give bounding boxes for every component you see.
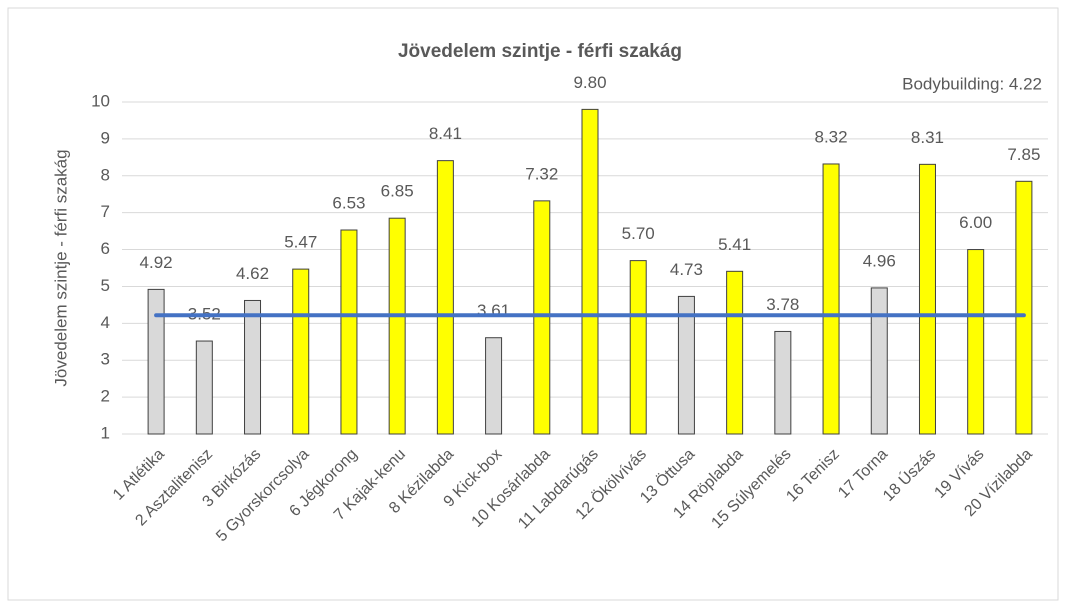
y-axis-title: Jövedelem szintje - férfi szakág bbox=[51, 149, 70, 386]
bar bbox=[581, 108, 599, 435]
y-tick-label: 6 bbox=[101, 239, 110, 258]
value-label: 5.47 bbox=[284, 233, 317, 252]
bar bbox=[677, 295, 695, 435]
bar bbox=[388, 217, 406, 435]
value-label: 8.31 bbox=[911, 128, 944, 147]
value-label: 3.78 bbox=[766, 295, 799, 314]
y-tick-label: 9 bbox=[101, 128, 110, 147]
value-label: 7.32 bbox=[525, 164, 558, 183]
value-label: 4.92 bbox=[140, 253, 173, 272]
value-label: 4.73 bbox=[670, 260, 703, 279]
bar bbox=[918, 163, 936, 435]
bar bbox=[195, 340, 213, 435]
value-label: 6.00 bbox=[959, 213, 992, 232]
y-tick-label: 2 bbox=[101, 387, 110, 406]
bar bbox=[244, 299, 262, 435]
value-label: 7.85 bbox=[1007, 145, 1040, 164]
value-label: 4.96 bbox=[863, 251, 896, 270]
bar bbox=[485, 337, 503, 435]
bar bbox=[292, 268, 310, 435]
y-tick-label: 10 bbox=[91, 91, 110, 110]
value-label: 5.41 bbox=[718, 235, 751, 254]
bar bbox=[967, 249, 985, 435]
y-tick-label: 4 bbox=[101, 313, 110, 332]
y-tick-label: 8 bbox=[101, 165, 110, 184]
value-label: 8.41 bbox=[429, 124, 462, 143]
value-label: 8.32 bbox=[815, 127, 848, 146]
bar bbox=[1015, 180, 1033, 435]
bar bbox=[822, 163, 840, 435]
value-label: 3.61 bbox=[477, 301, 510, 320]
chart-title: Jövedelem szintje - férfi szakág bbox=[398, 41, 682, 62]
y-tick-label: 5 bbox=[101, 276, 110, 295]
y-tick-label: 1 bbox=[101, 423, 110, 442]
y-tick-label: 7 bbox=[101, 202, 110, 221]
value-label: 6.85 bbox=[381, 182, 414, 201]
bar bbox=[629, 260, 647, 435]
bar bbox=[774, 330, 792, 435]
value-label: 9.80 bbox=[573, 73, 606, 92]
bar bbox=[147, 288, 165, 435]
annotation: Bodybuilding: 4.22 bbox=[902, 74, 1042, 93]
value-label: 6.53 bbox=[332, 193, 365, 212]
y-tick-label: 3 bbox=[101, 350, 110, 369]
bar bbox=[436, 160, 454, 435]
bar bbox=[870, 287, 888, 435]
value-label: 5.70 bbox=[622, 224, 655, 243]
value-label: 4.62 bbox=[236, 264, 269, 283]
bar bbox=[726, 270, 744, 435]
bar bbox=[340, 229, 358, 435]
bar bbox=[533, 200, 551, 435]
